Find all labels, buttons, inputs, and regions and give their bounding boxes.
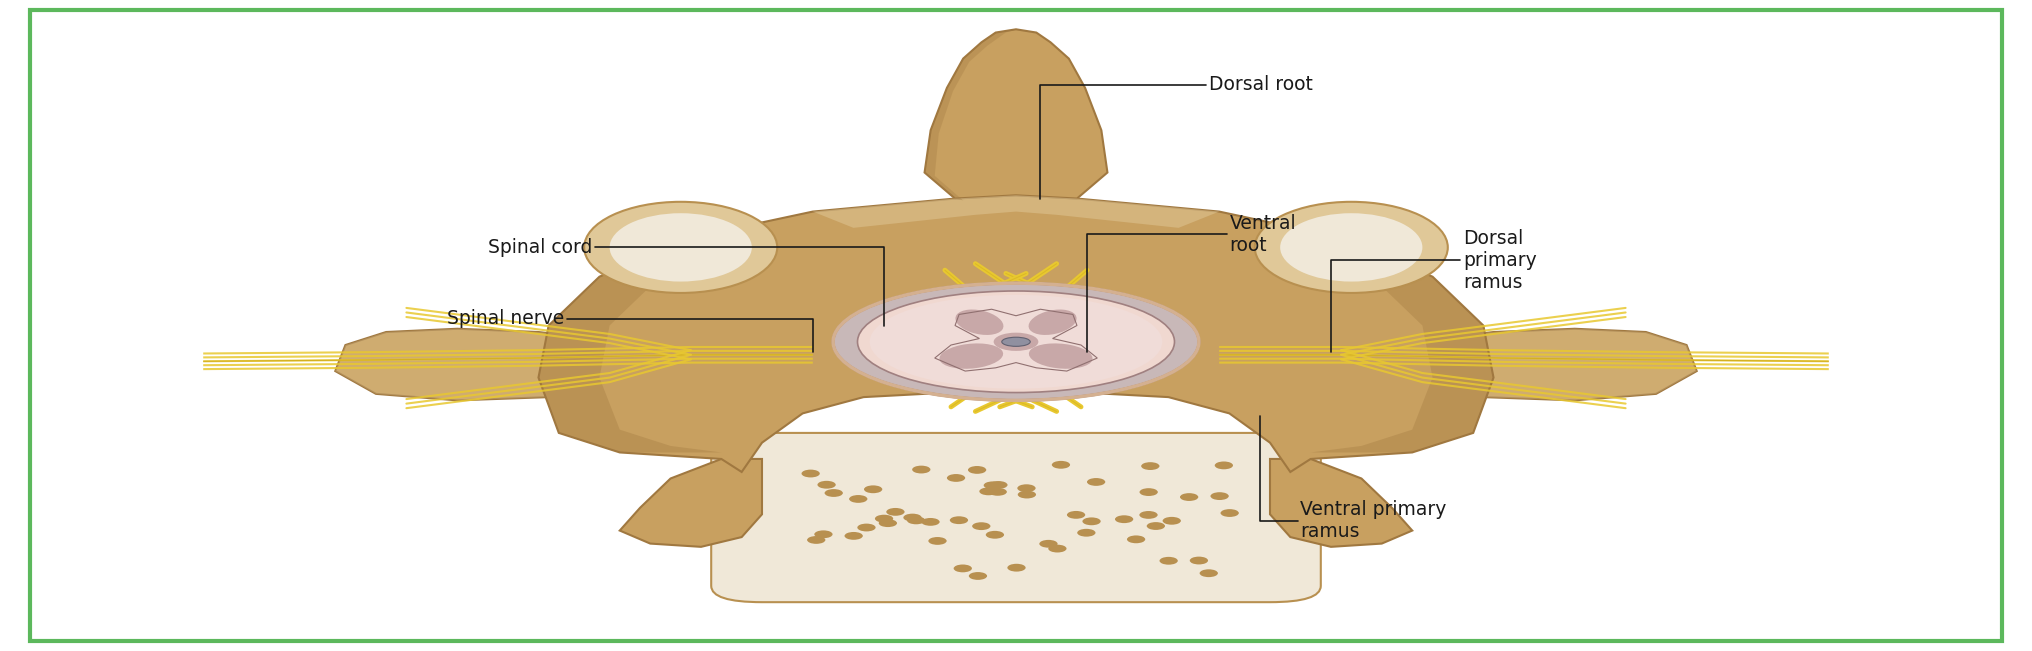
Ellipse shape <box>967 466 986 474</box>
Ellipse shape <box>1077 529 1095 536</box>
Circle shape <box>833 283 1199 400</box>
Ellipse shape <box>807 536 825 544</box>
Ellipse shape <box>1018 484 1036 492</box>
Ellipse shape <box>1028 309 1077 335</box>
Polygon shape <box>538 254 721 452</box>
Ellipse shape <box>1018 491 1036 499</box>
Ellipse shape <box>801 469 819 477</box>
Ellipse shape <box>849 495 868 503</box>
Polygon shape <box>1412 329 1697 404</box>
Ellipse shape <box>947 474 965 482</box>
Ellipse shape <box>845 532 864 540</box>
Ellipse shape <box>1146 522 1164 530</box>
Ellipse shape <box>1128 535 1146 543</box>
Ellipse shape <box>1087 478 1105 486</box>
Circle shape <box>858 291 1174 393</box>
Ellipse shape <box>1140 488 1158 496</box>
Ellipse shape <box>971 522 990 530</box>
Ellipse shape <box>817 481 835 489</box>
Ellipse shape <box>904 514 923 521</box>
Ellipse shape <box>990 481 1008 489</box>
Ellipse shape <box>1254 202 1447 293</box>
Polygon shape <box>813 195 1219 228</box>
Text: Dorsal root: Dorsal root <box>1040 75 1313 199</box>
Polygon shape <box>925 29 1107 199</box>
Ellipse shape <box>1053 461 1071 469</box>
Ellipse shape <box>1140 511 1158 519</box>
Ellipse shape <box>990 488 1008 496</box>
Ellipse shape <box>1116 516 1134 523</box>
Ellipse shape <box>1280 213 1422 281</box>
Polygon shape <box>620 459 762 547</box>
Ellipse shape <box>1067 511 1085 519</box>
Ellipse shape <box>1008 564 1026 572</box>
Polygon shape <box>925 29 1016 201</box>
Ellipse shape <box>1028 344 1093 368</box>
Ellipse shape <box>858 523 876 531</box>
Ellipse shape <box>929 537 947 545</box>
Ellipse shape <box>1049 545 1067 553</box>
Ellipse shape <box>969 572 988 580</box>
Ellipse shape <box>953 564 971 572</box>
Ellipse shape <box>1199 570 1217 577</box>
Ellipse shape <box>906 516 925 524</box>
Ellipse shape <box>1215 462 1233 469</box>
Ellipse shape <box>864 486 882 493</box>
Polygon shape <box>538 195 1494 472</box>
Ellipse shape <box>1181 493 1199 501</box>
Ellipse shape <box>920 518 939 526</box>
Polygon shape <box>1270 459 1412 547</box>
Ellipse shape <box>912 465 931 473</box>
Text: Ventral primary
ramus: Ventral primary ramus <box>1260 416 1447 541</box>
FancyBboxPatch shape <box>711 433 1321 602</box>
Ellipse shape <box>1160 557 1179 564</box>
Ellipse shape <box>1162 517 1181 525</box>
Ellipse shape <box>983 482 1002 490</box>
Text: Spinal cord: Spinal cord <box>488 238 884 326</box>
Ellipse shape <box>825 489 843 497</box>
Ellipse shape <box>1038 540 1057 547</box>
Ellipse shape <box>1191 557 1209 564</box>
Text: Ventral
root: Ventral root <box>1087 214 1296 352</box>
Ellipse shape <box>1211 492 1229 500</box>
Ellipse shape <box>994 333 1038 351</box>
Polygon shape <box>335 329 620 404</box>
Ellipse shape <box>1142 462 1160 470</box>
Ellipse shape <box>610 213 752 281</box>
Text: Spinal nerve: Spinal nerve <box>447 309 813 352</box>
Ellipse shape <box>1221 509 1240 517</box>
Ellipse shape <box>876 515 894 523</box>
Circle shape <box>870 295 1162 389</box>
Ellipse shape <box>815 531 833 538</box>
Ellipse shape <box>886 508 904 516</box>
Text: Dorsal
primary
ramus: Dorsal primary ramus <box>1331 229 1536 352</box>
Ellipse shape <box>979 488 998 495</box>
Ellipse shape <box>949 516 967 524</box>
Polygon shape <box>335 329 620 404</box>
Ellipse shape <box>939 344 1004 368</box>
Ellipse shape <box>878 519 896 527</box>
Polygon shape <box>1412 329 1697 404</box>
Polygon shape <box>1311 254 1494 452</box>
Circle shape <box>1002 337 1030 346</box>
Ellipse shape <box>986 531 1004 538</box>
Ellipse shape <box>955 309 1004 335</box>
Ellipse shape <box>1083 518 1101 525</box>
Ellipse shape <box>585 202 776 293</box>
